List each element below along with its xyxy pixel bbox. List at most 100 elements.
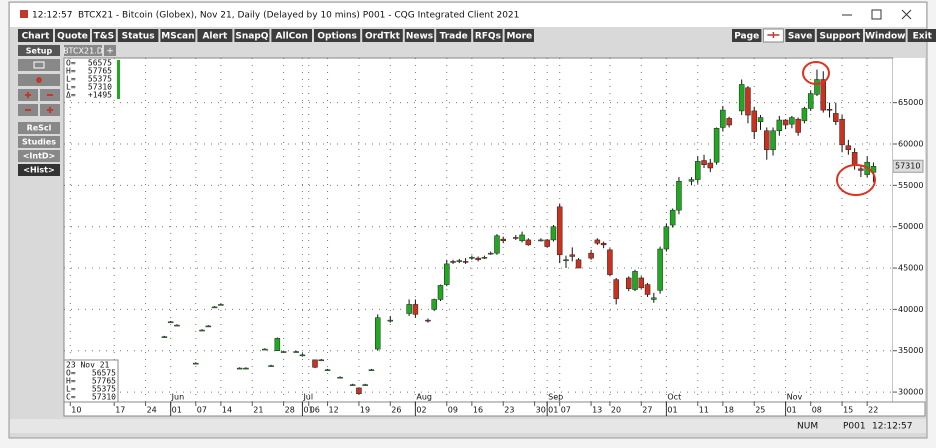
print-button[interactable] xyxy=(18,59,60,71)
x-tick-label: 10 xyxy=(71,406,81,415)
menu-label: T&S xyxy=(94,32,114,42)
menu-item[interactable]: Options xyxy=(314,29,361,42)
month-label: Sep xyxy=(548,393,563,402)
candle-body xyxy=(839,118,845,146)
x-tick-label: 01 xyxy=(787,406,797,415)
rescale-button[interactable] xyxy=(18,122,60,134)
menu-button[interactable] xyxy=(907,29,936,42)
menu-item[interactable]: More xyxy=(504,29,534,42)
x-tick-label: 18 xyxy=(724,406,734,415)
candle-body xyxy=(713,128,720,163)
menu-label: Trade xyxy=(440,32,468,42)
menu-button[interactable] xyxy=(362,29,403,42)
candle-body xyxy=(607,249,613,275)
menu-item[interactable]: T&S xyxy=(92,29,116,42)
menu-button[interactable] xyxy=(732,29,762,42)
candle-body xyxy=(538,239,544,242)
menu-button[interactable] xyxy=(197,29,233,42)
menu-button[interactable] xyxy=(314,29,361,42)
x-tick-label: 01 xyxy=(303,406,313,415)
menu-item[interactable]: Exit xyxy=(907,29,936,42)
menu-button[interactable] xyxy=(504,29,534,42)
candle-body xyxy=(663,226,670,250)
candle-body xyxy=(638,277,645,289)
candle-body xyxy=(801,108,808,122)
candle-body xyxy=(337,376,343,379)
menu-label: More xyxy=(506,32,532,42)
menu-button[interactable] xyxy=(816,29,863,42)
candle-body xyxy=(280,351,287,353)
candle-body xyxy=(236,367,243,370)
candle-body xyxy=(707,162,714,169)
status-mode: NUM xyxy=(797,422,818,432)
y-axis-area xyxy=(893,58,925,402)
menu-button[interactable] xyxy=(117,29,159,42)
setup-button[interactable] xyxy=(18,45,60,56)
x-tick-label: 11 xyxy=(699,406,709,415)
menu-button[interactable] xyxy=(865,29,906,42)
menu-item[interactable]: Alert xyxy=(197,29,233,42)
menu-item[interactable]: MScan xyxy=(160,29,196,42)
close[interactable] xyxy=(901,9,912,20)
candle-body xyxy=(613,279,619,299)
menu-button[interactable] xyxy=(473,29,503,42)
menu-item[interactable]: Save xyxy=(785,29,815,42)
history-button[interactable] xyxy=(18,164,60,176)
info-value: 56575 xyxy=(88,59,112,68)
menu-item[interactable]: Status xyxy=(117,29,159,42)
y-tick-label: 65000 xyxy=(898,98,923,107)
add-tab[interactable] xyxy=(104,45,116,56)
menu-item[interactable]: AllCon xyxy=(271,29,312,42)
candle-body xyxy=(431,299,437,310)
menu-label: AllCon xyxy=(276,32,308,42)
x-tick-label: 25 xyxy=(755,406,765,415)
intraday-button[interactable] xyxy=(18,150,60,162)
chart: 30000 35000 40000 45000 50000 55000 60000 65000… xyxy=(63,58,924,416)
studies-label: Studies xyxy=(22,138,56,147)
x-tick-label: 24 xyxy=(147,406,157,415)
menu-item[interactable]: Quote xyxy=(55,29,90,42)
candle-body xyxy=(594,239,601,244)
menu-button[interactable] xyxy=(436,29,472,42)
candle-body xyxy=(795,118,801,133)
menu-button[interactable] xyxy=(271,29,312,42)
info-label: L= xyxy=(66,75,76,84)
menu-button[interactable] xyxy=(404,29,435,42)
menu-item[interactable]: RFQs xyxy=(473,29,503,42)
info-value: +1495 xyxy=(88,91,112,100)
studies-button[interactable] xyxy=(18,136,60,148)
info-value: 56575 xyxy=(92,369,116,378)
menu-button[interactable] xyxy=(18,29,53,42)
menu-button[interactable] xyxy=(785,29,815,42)
menu-item[interactable]: Support xyxy=(816,29,863,42)
chart-tab[interactable] xyxy=(64,45,102,56)
candle-body xyxy=(569,254,576,257)
menu-item[interactable]: SnapQ xyxy=(234,29,270,42)
info-label: H= xyxy=(66,67,76,76)
menu-label: MScan xyxy=(161,32,194,42)
candle-body xyxy=(450,261,456,263)
menu-item[interactable]: Trade xyxy=(436,29,472,42)
menu-button[interactable] xyxy=(234,29,270,42)
info-panel xyxy=(63,359,119,403)
menu-label: Support xyxy=(820,32,861,42)
menu-button[interactable] xyxy=(92,29,116,42)
menu-item[interactable]: Page xyxy=(732,29,762,42)
print-icon xyxy=(33,61,45,69)
menu-button[interactable] xyxy=(160,29,196,42)
x-tick-label: 13 xyxy=(592,406,602,415)
menu-item[interactable]: OrdTkt xyxy=(362,29,403,42)
candle-body xyxy=(444,263,450,285)
x-tick-label: 21 xyxy=(253,406,263,415)
app-icon xyxy=(20,10,28,18)
candle-body xyxy=(368,369,375,371)
menu-button[interactable] xyxy=(55,29,90,42)
history-label: <Hist> xyxy=(23,166,54,175)
menu-item[interactable]: News xyxy=(404,29,435,42)
menu-item[interactable]: Chart xyxy=(18,29,53,42)
candle-body xyxy=(387,319,394,322)
menu-item[interactable]: Window xyxy=(865,29,906,42)
maximize[interactable] xyxy=(871,9,882,20)
candle-body xyxy=(858,168,864,171)
candle-body xyxy=(600,242,607,246)
